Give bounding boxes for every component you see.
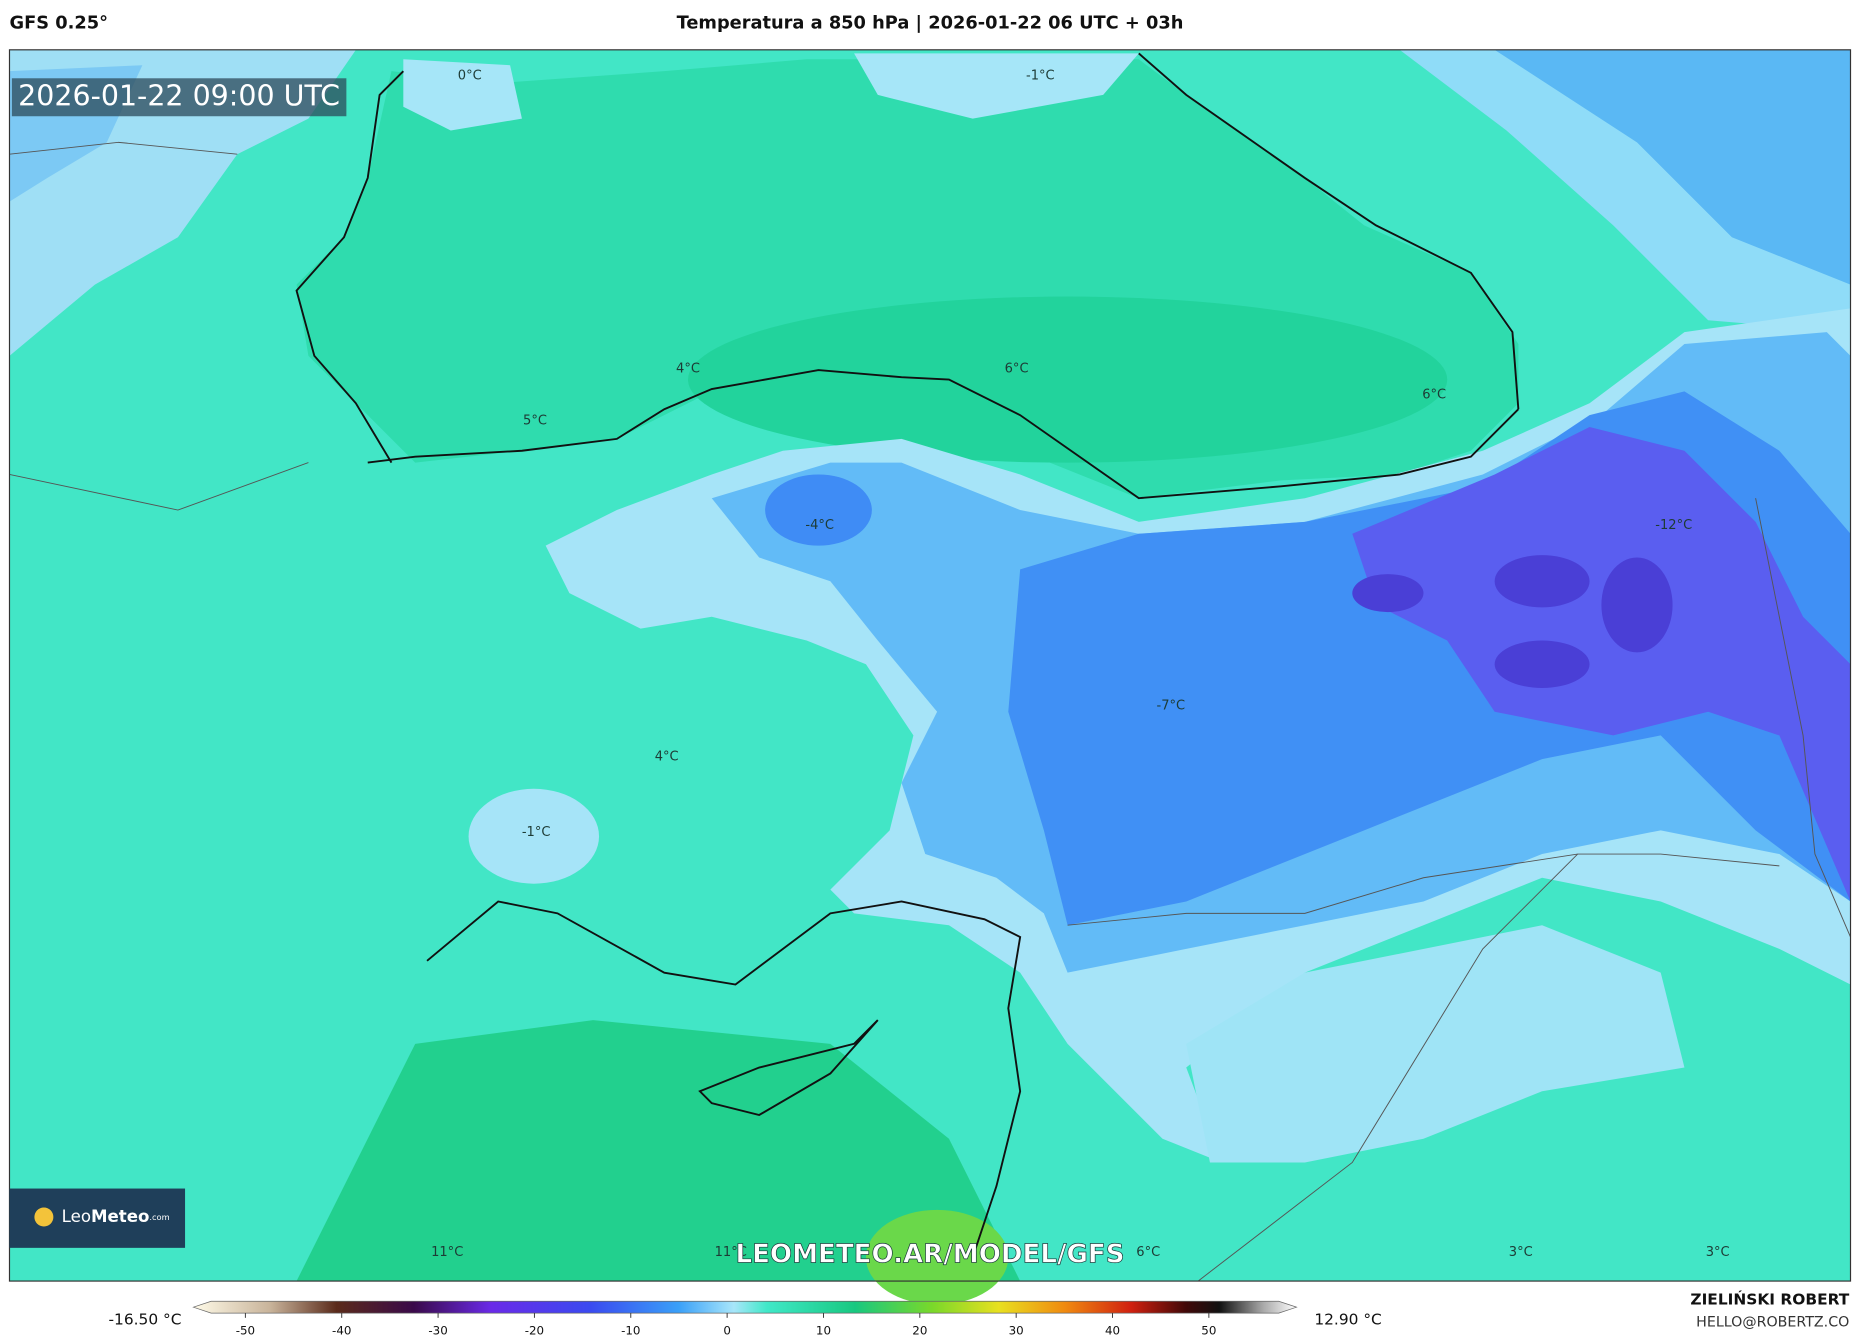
colorbar-min: -16.50 °C — [108, 1311, 181, 1329]
colorbar-tick-label: 30 — [1009, 1323, 1024, 1337]
valid-time: 2026-01-22 09:00 UTC — [18, 79, 340, 112]
colorbar-tick-label: -10 — [621, 1323, 640, 1337]
colorbar-tick-label: -30 — [428, 1323, 447, 1337]
contour-label: 5°C — [523, 414, 547, 429]
logo-brand: Leo — [62, 1207, 91, 1226]
contour-label: -7°C — [1156, 698, 1185, 713]
contour-label: -1°C — [1026, 68, 1055, 83]
colorbar-tick-label: 50 — [1201, 1323, 1216, 1337]
author-email: HELLO@ROBERTZ.CO — [1696, 1315, 1849, 1331]
contour-label: 3°C — [1509, 1245, 1533, 1260]
author-name: ZIELIŃSKI ROBERT — [1690, 1290, 1849, 1309]
contour-label: 11°C — [431, 1245, 463, 1260]
colorbar-tick-label: -40 — [332, 1323, 351, 1337]
model-name: GFS 0.25° — [9, 13, 108, 34]
contour-label: -12°C — [1655, 518, 1692, 533]
colorbar-tick-label: 20 — [912, 1323, 927, 1337]
logo-brand-bold: Meteo — [91, 1207, 149, 1226]
colorbar-max: 12.90 °C — [1314, 1311, 1381, 1329]
contour-label: 3°C — [1706, 1245, 1730, 1260]
colorbar-tick-label: 10 — [816, 1323, 831, 1337]
colorbar-tick-label: 40 — [1105, 1323, 1120, 1337]
map-title: Temperatura a 850 hPa | 2026-01-22 06 UT… — [677, 13, 1184, 34]
contour-label: 11°C — [715, 1245, 747, 1260]
contour-label: 4°C — [676, 361, 700, 376]
colorbar-tick-label: -50 — [236, 1323, 255, 1337]
colorbar-tick-label: 0 — [723, 1323, 731, 1337]
watermark: LEOMETEO.AR/MODEL/GFS — [736, 1239, 1125, 1269]
contour-label: 0°C — [458, 68, 482, 83]
contour-label: -1°C — [522, 825, 551, 840]
contour-labels: 0°C -1°C 4°C 6°C 5°C 6°C -4°C -12°C -7°C 4°C -1°C 1… — [431, 68, 1730, 1260]
map-area — [8, 49, 1852, 1305]
contour-label: 4°C — [655, 749, 679, 764]
colorbar-bar — [192, 1300, 1298, 1314]
contour-label: -4°C — [805, 518, 834, 533]
logo-sun — [34, 1207, 54, 1227]
contour-label: 6°C — [1136, 1245, 1160, 1260]
logo-suffix: .com — [149, 1212, 169, 1222]
contour-label: 6°C — [1422, 387, 1446, 402]
colorbar-tick-label: -20 — [525, 1323, 544, 1337]
time-badge — [11, 78, 347, 117]
colorbar: -50 -40 -30 -20 -10 0 10 20 30 40 50 — [192, 1300, 1298, 1337]
logo-text: LeoMeteo.com — [62, 1207, 170, 1226]
contour-label: 6°C — [1005, 361, 1029, 376]
